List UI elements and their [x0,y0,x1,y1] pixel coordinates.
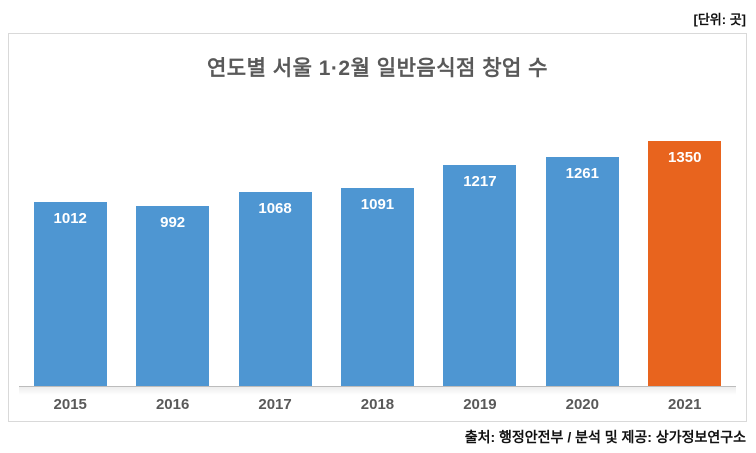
bar-column: 1350 [634,141,736,386]
x-axis-label: 2021 [668,395,702,413]
bar-column: 1217 [429,165,531,386]
bar: 1068 [238,192,312,386]
x-axis: 2015 2016 2017 2018 2019 2020 2021 [19,387,736,421]
x-axis-label: 2016 [155,395,190,413]
x-axis-label: 2018 [360,395,395,413]
bar-value-label: 1350 [668,149,702,166]
x-axis-label: 2017 [258,395,292,413]
x-axis-label: 2020 [565,395,599,413]
bar-column: 1012 [19,202,121,386]
bar-value-label: 1068 [258,200,292,217]
plot-area: 1012 992 1068 1091 1217 1261 1350 [19,134,736,395]
source-text: 출처: 행정안전부 / 분석 및 제공: 상가정보연구소 [464,429,746,445]
bar-value-label: 1012 [53,210,87,227]
x-axis-label: 2015 [53,395,87,413]
unit-label: [단위: 곳] [693,12,746,27]
bar: 1091 [340,188,414,386]
bar: 992 [136,206,210,386]
bar-value-label: 992 [160,214,186,231]
chart-title: 연도별 서울 1·2월 일반음식점 창업 수 [206,57,548,80]
bar: 1012 [33,202,107,386]
bar-column: 1091 [326,188,428,386]
bar: 1217 [443,165,517,386]
bar-column: 1068 [224,192,326,386]
chart-area: 연도별 서울 1·2월 일반음식점 창업 수 1012 992 1068 1091 12… [8,33,747,422]
bar-value-label: 1091 [360,196,395,213]
x-axis-label: 2019 [463,395,497,413]
bar-highlight: 1350 [648,141,722,386]
bar: 1261 [545,157,619,386]
bar-column: 1261 [531,157,633,386]
bar-value-label: 1261 [565,165,599,182]
bar-value-label: 1217 [463,173,497,190]
bar-column: 992 [121,206,223,386]
